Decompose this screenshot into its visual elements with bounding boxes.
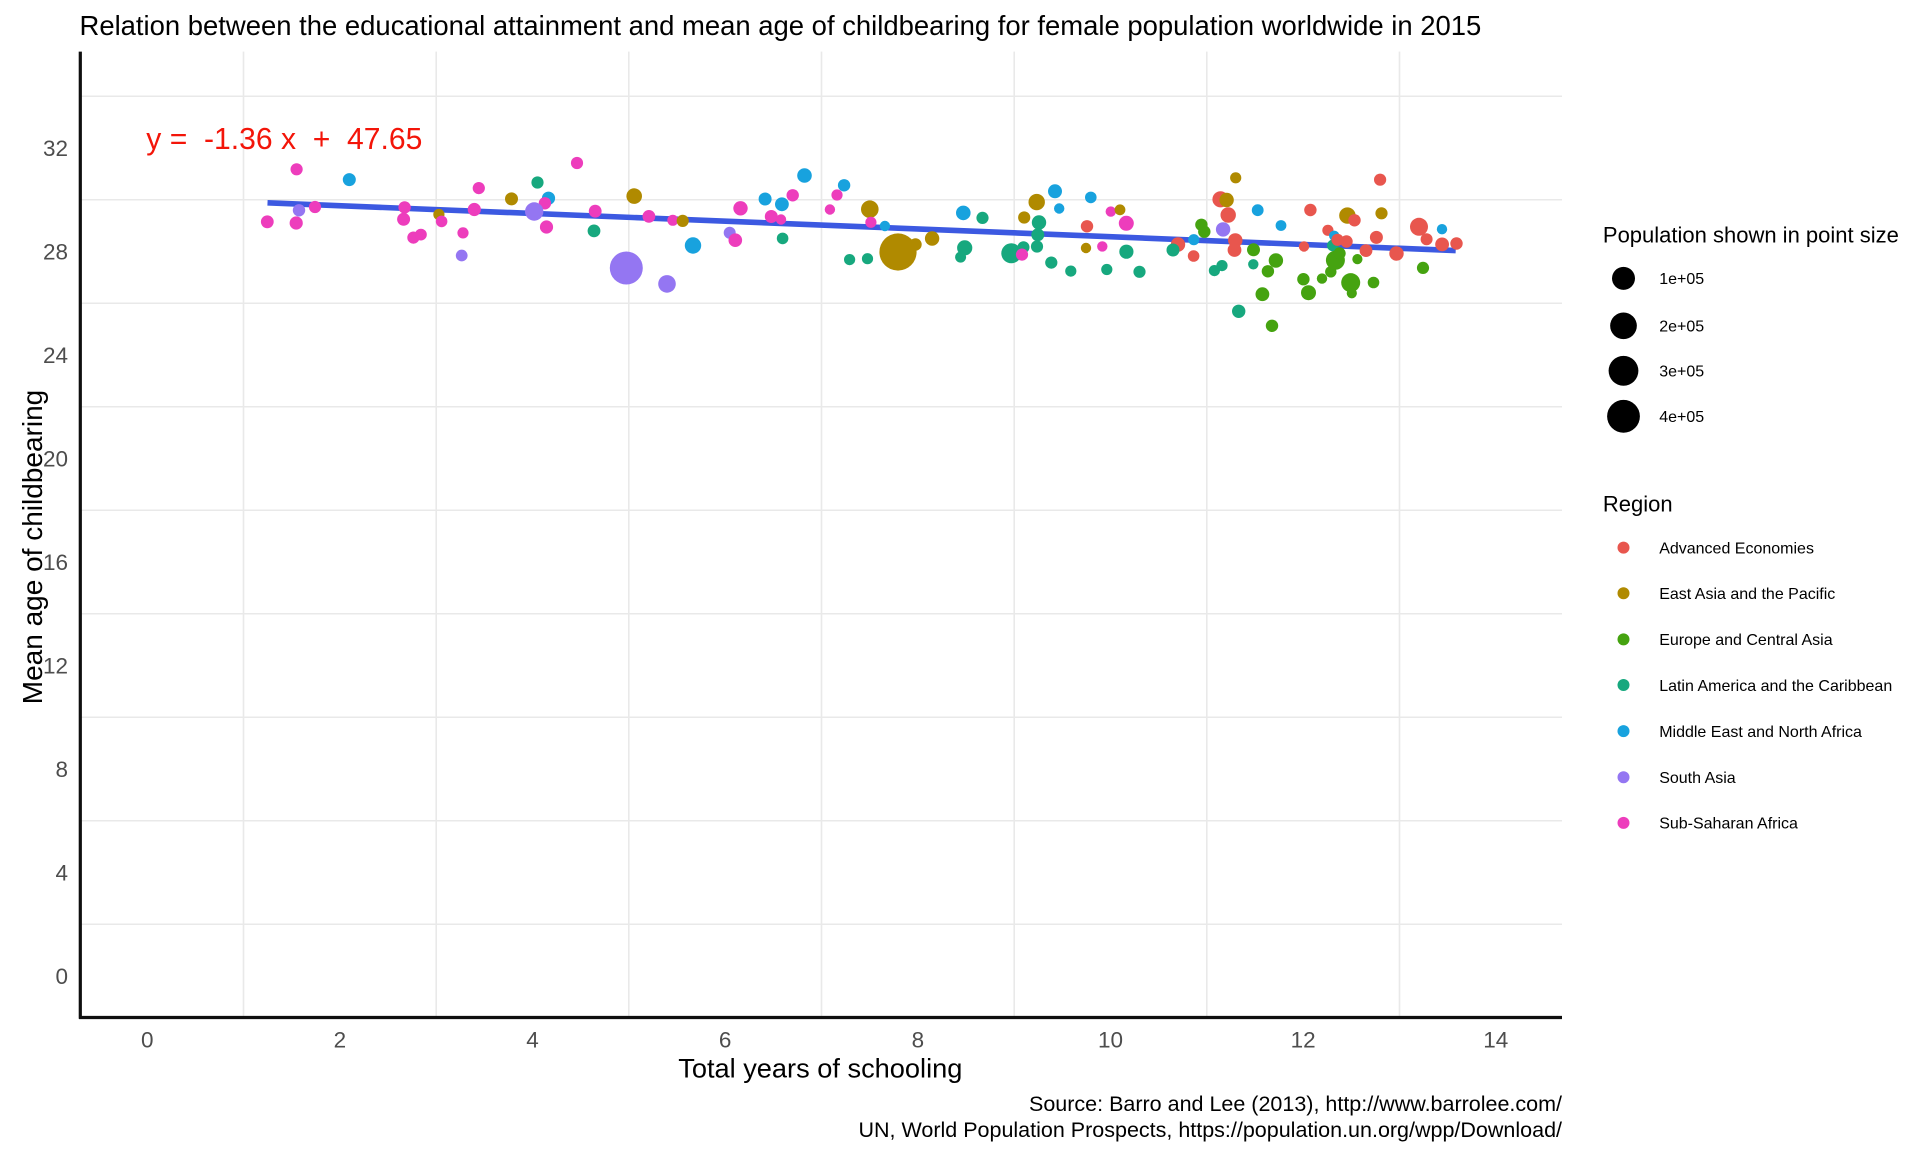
svg-text:20: 20 (43, 447, 68, 472)
svg-text:Relation between the education: Relation between the educational attainm… (80, 10, 1482, 41)
svg-text:y = -1.36 x + 47.65: y = -1.36 x + 47.65 (146, 123, 422, 156)
svg-text:4: 4 (526, 1028, 539, 1053)
svg-text:Advanced Economies: Advanced Economies (1659, 540, 1814, 557)
svg-text:Mean age of childbearing: Mean age of childbearing (17, 390, 48, 704)
svg-text:28: 28 (43, 240, 68, 265)
svg-text:Total years of schooling: Total years of schooling (678, 1053, 962, 1084)
svg-text:8: 8 (912, 1028, 925, 1053)
svg-text:10: 10 (1098, 1028, 1123, 1053)
svg-text:0: 0 (55, 964, 68, 989)
svg-text:Middle East and North Africa: Middle East and North Africa (1659, 724, 1862, 741)
svg-text:Europe and Central Asia: Europe and Central Asia (1659, 632, 1833, 649)
svg-text:14: 14 (1483, 1028, 1508, 1053)
svg-text:32: 32 (43, 136, 68, 161)
svg-text:East Asia and the Pacific: East Asia and the Pacific (1659, 586, 1835, 603)
svg-text:24: 24 (43, 343, 68, 368)
svg-text:UN, World Population Prospects: UN, World Population Prospects, https://… (858, 1118, 1562, 1142)
svg-text:Sub-Saharan Africa: Sub-Saharan Africa (1659, 816, 1798, 833)
svg-text:6: 6 (719, 1028, 732, 1053)
svg-text:4e+05: 4e+05 (1659, 409, 1704, 426)
svg-text:4: 4 (55, 861, 68, 886)
svg-text:16: 16 (43, 550, 68, 575)
svg-text:2e+05: 2e+05 (1659, 319, 1704, 336)
svg-text:Latin America and the Caribbea: Latin America and the Caribbean (1659, 678, 1892, 695)
svg-text:0: 0 (141, 1028, 154, 1053)
svg-text:2: 2 (334, 1028, 347, 1053)
svg-text:12: 12 (1291, 1028, 1316, 1053)
svg-text:Source: Barro and Lee (2013),: Source: Barro and Lee (2013), http://www… (1029, 1092, 1562, 1116)
svg-text:12: 12 (43, 654, 68, 679)
svg-text:3e+05: 3e+05 (1659, 364, 1704, 381)
svg-text:8: 8 (55, 757, 68, 782)
svg-text:1e+05: 1e+05 (1659, 271, 1704, 288)
svg-text:South Asia: South Asia (1659, 770, 1736, 787)
svg-text:Population shown in point size: Population shown in point size (1603, 223, 1899, 248)
svg-text:Region: Region (1603, 492, 1673, 517)
